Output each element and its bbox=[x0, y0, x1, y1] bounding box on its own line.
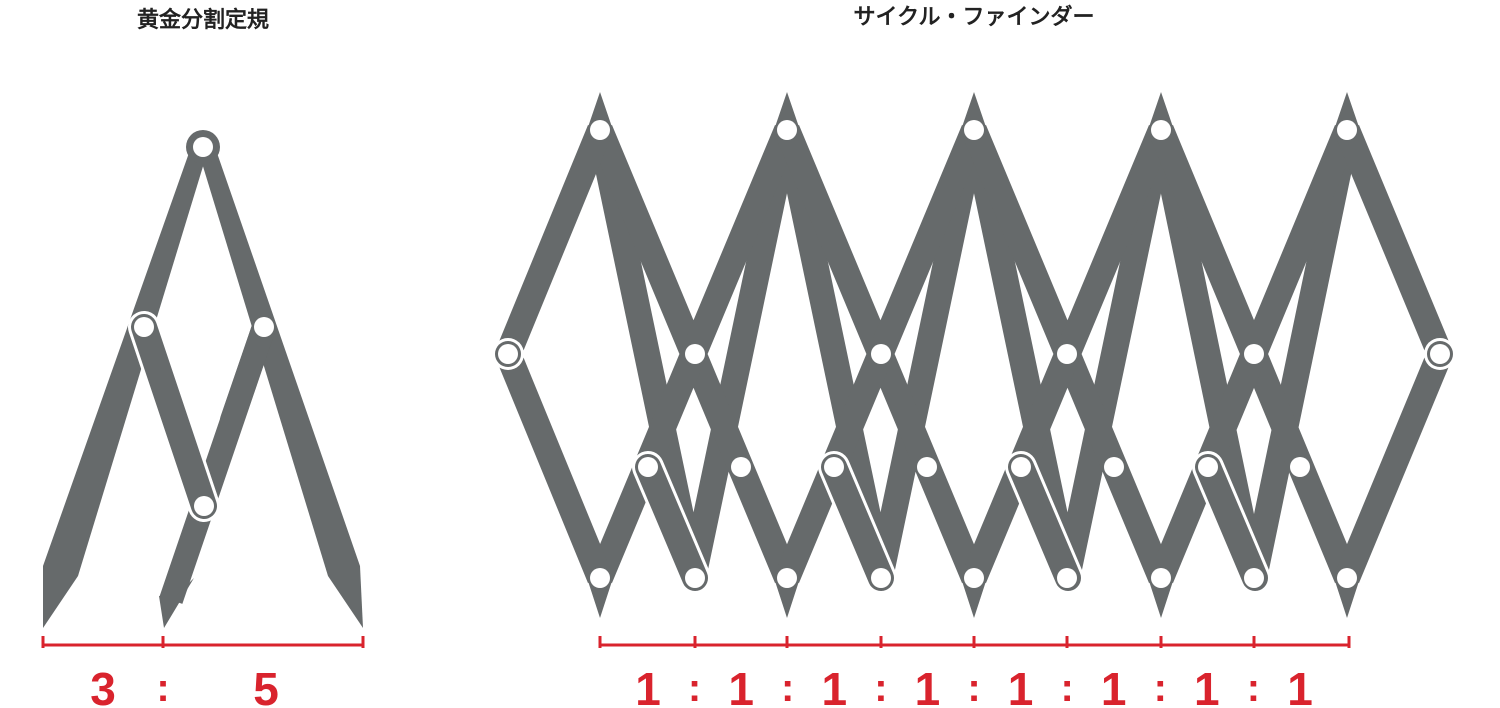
golden-left-leg bbox=[43, 150, 208, 628]
golden-ratio-right: 5 bbox=[253, 663, 279, 708]
cycle-short-link bbox=[1008, 454, 1081, 591]
golden-inner-right-cap bbox=[220, 315, 276, 432]
cycle-left-end-upper bbox=[495, 125, 613, 359]
cycle-top-pin bbox=[777, 120, 797, 140]
cycle-ratio-value: 1 bbox=[1287, 663, 1313, 708]
cycle-lower-pin bbox=[1057, 568, 1077, 588]
cycle-ratio-value: 1 bbox=[1194, 663, 1220, 708]
cycle-long-bar-up bbox=[1241, 127, 1360, 581]
cycle-mid-pin bbox=[871, 344, 891, 364]
cycle-top-tip bbox=[587, 92, 613, 130]
cycle-ratio-value: 1 bbox=[1008, 663, 1034, 708]
cycle-mid-pin bbox=[1057, 344, 1077, 364]
cycle-short-link bbox=[821, 454, 894, 591]
cycle-ratio-value: 1 bbox=[728, 663, 754, 708]
cycle-ratio-separator: : bbox=[1247, 666, 1260, 708]
cycle-short-link bbox=[1195, 454, 1268, 591]
cycle-bottom-tip bbox=[1148, 578, 1174, 618]
golden-inner-right-tip bbox=[159, 578, 194, 628]
cycle-top-pin bbox=[964, 120, 984, 140]
golden-scale bbox=[41, 636, 365, 648]
cycle-lower-pin bbox=[1244, 568, 1264, 588]
cycle-ratio-value: 1 bbox=[821, 663, 847, 708]
cycle-left-end-pin bbox=[498, 344, 518, 364]
cycle-lower-pin bbox=[871, 568, 891, 588]
cycle-cross-pin bbox=[731, 457, 751, 477]
cycle-ratio-separator: : bbox=[1154, 666, 1167, 708]
cycle-mid-pin bbox=[685, 344, 705, 364]
cycle-cross-pin bbox=[1290, 457, 1310, 477]
cycle-cross-pin bbox=[917, 457, 937, 477]
golden-ruler-title: 黄金分割定規 bbox=[137, 7, 269, 33]
cycle-ratio-value: 1 bbox=[635, 663, 661, 708]
cycle-short-link bbox=[635, 454, 708, 591]
cycle-left-end-lower bbox=[495, 349, 613, 583]
cycle-right-end-upper bbox=[1334, 125, 1453, 359]
cycle-scale bbox=[598, 636, 1351, 648]
cycle-bottom-pin bbox=[1337, 568, 1357, 588]
cycle-right-end-lower bbox=[1334, 349, 1453, 583]
cycle-bottom-tip bbox=[774, 578, 800, 618]
cycle-short-link-pin bbox=[638, 457, 658, 477]
cycle-bottom-tip bbox=[961, 578, 987, 618]
cycle-ratio-separator: : bbox=[688, 666, 701, 708]
cycle-top-pin bbox=[590, 120, 610, 140]
cycle-top-pin bbox=[1337, 120, 1357, 140]
cycle-top-tip bbox=[961, 92, 987, 130]
cycle-ratio-separator: : bbox=[874, 666, 887, 708]
cycle-bottom-tip bbox=[587, 578, 613, 618]
golden-right-pin bbox=[254, 317, 274, 337]
cycle-ratio-separator: : bbox=[1060, 666, 1073, 708]
golden-left-pin bbox=[134, 317, 154, 337]
cycle-long-bar-up bbox=[680, 127, 800, 581]
cycle-bottom-tip bbox=[1334, 578, 1360, 618]
cycle-ratio: 1:1:1:1:1:1:1:1 bbox=[635, 663, 1313, 708]
cycle-finder-title: サイクル・ファインダー bbox=[854, 4, 1095, 30]
golden-bottom-pin bbox=[194, 496, 214, 516]
cycle-finder bbox=[492, 92, 1456, 618]
golden-inner-left-leg bbox=[131, 314, 217, 519]
cycle-short-link-pin bbox=[1011, 457, 1031, 477]
cycle-top-tip bbox=[1148, 92, 1174, 130]
cycle-top-pin bbox=[1151, 120, 1171, 140]
cycle-cross-pin bbox=[1104, 457, 1124, 477]
golden-ratio-left: 3 bbox=[90, 663, 116, 708]
cycle-top-tip bbox=[774, 92, 800, 130]
cycle-top-tip bbox=[1334, 92, 1360, 130]
cycle-ratio-value: 1 bbox=[1101, 663, 1127, 708]
cycle-ratio-separator: : bbox=[967, 666, 980, 708]
golden-right-leg bbox=[198, 150, 363, 628]
cycle-bottom-pin bbox=[590, 568, 610, 588]
cycle-bottom-pin bbox=[1151, 568, 1171, 588]
cycle-long-bar-up bbox=[1054, 127, 1174, 581]
golden-ratio-separator: : bbox=[156, 666, 169, 708]
cycle-bottom-pin bbox=[777, 568, 797, 588]
cycle-mid-pin bbox=[1244, 344, 1264, 364]
cycle-short-link-pin bbox=[824, 457, 844, 477]
cycle-bottom-pin bbox=[964, 568, 984, 588]
cycle-long-bar-up bbox=[867, 127, 987, 581]
cycle-right-end-pin bbox=[1430, 344, 1450, 364]
cycle-lower-pin bbox=[685, 568, 705, 588]
golden-ruler bbox=[43, 130, 363, 628]
cycle-ratio-separator: : bbox=[781, 666, 794, 708]
cycle-short-link-pin bbox=[1198, 457, 1218, 477]
golden-top-pin bbox=[193, 137, 213, 157]
cycle-ratio-value: 1 bbox=[915, 663, 941, 708]
